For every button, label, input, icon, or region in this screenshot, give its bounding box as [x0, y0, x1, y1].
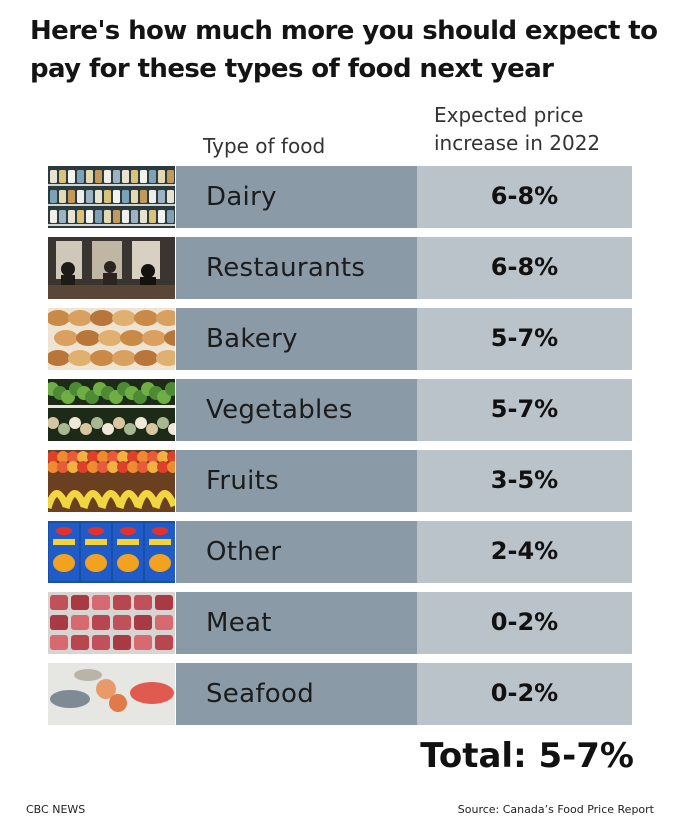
price-increase-value: 0-2% — [490, 679, 559, 707]
table-row: Seafood 0-2% — [48, 663, 632, 725]
food-type-label: Dairy — [206, 182, 277, 212]
price-increase-value: 6-8% — [490, 253, 559, 281]
food-type-cell: Restaurants — [176, 237, 459, 299]
food-type-cell: Seafood — [176, 663, 459, 725]
price-increase-value: 0-2% — [490, 608, 559, 636]
fruit-display-image — [48, 450, 175, 512]
table-row: Dairy 6-8% — [48, 166, 632, 228]
table-row: Meat 0-2% — [48, 592, 632, 654]
food-type-cell: Dairy — [176, 166, 459, 228]
column-header-type: Type of food — [203, 134, 326, 158]
table-row: Restaurants 6-8% — [48, 237, 632, 299]
price-increase-cell: 0-2% — [417, 663, 632, 725]
price-increase-value: 5-7% — [490, 395, 559, 423]
food-type-label: Bakery — [206, 324, 298, 354]
food-type-label: Meat — [206, 608, 272, 638]
chart-title: Here's how much more you should expect t… — [30, 16, 658, 84]
food-type-label: Seafood — [206, 679, 315, 709]
price-increase-cell: 3-5% — [417, 450, 632, 512]
food-type-cell: Meat — [176, 592, 459, 654]
restaurant-interior-image — [48, 237, 175, 299]
food-type-label: Vegetables — [206, 395, 353, 425]
price-increase-cell: 2-4% — [417, 521, 632, 583]
vegetable-display-image — [48, 379, 175, 441]
food-type-cell: Bakery — [176, 308, 459, 370]
table-row: Fruits 3-5% — [48, 450, 632, 512]
table-row: Bakery 5-7% — [48, 308, 632, 370]
food-type-label: Restaurants — [206, 253, 366, 283]
food-type-cell: Other — [176, 521, 459, 583]
food-type-label: Other — [206, 537, 282, 567]
macaroni-and-cheese-boxes-image — [48, 521, 175, 583]
footer-brand: CBC NEWS — [26, 803, 86, 816]
total-label: Total: 5-7% — [420, 736, 634, 776]
footer-source: Source: Canada’s Food Price Report — [457, 803, 654, 816]
food-type-cell: Fruits — [176, 450, 459, 512]
price-increase-value: 5-7% — [490, 324, 559, 352]
food-type-label: Fruits — [206, 466, 279, 496]
seafood-display-image — [48, 663, 175, 725]
price-increase-cell: 6-8% — [417, 237, 632, 299]
price-increase-cell: 5-7% — [417, 308, 632, 370]
dairy-shelf-image — [48, 166, 175, 228]
price-increase-value: 2-4% — [490, 537, 559, 565]
food-type-cell: Vegetables — [176, 379, 459, 441]
table-row: Vegetables 5-7% — [48, 379, 632, 441]
column-header-increase: Expected price increase in 2022 — [434, 103, 601, 155]
table-row: Other 2-4% — [48, 521, 632, 583]
meat-counter-image — [48, 592, 175, 654]
bakery-pastries-image — [48, 308, 175, 370]
price-increase-value: 6-8% — [490, 182, 559, 210]
price-increase-cell: 6-8% — [417, 166, 632, 228]
price-increase-cell: 0-2% — [417, 592, 632, 654]
price-increase-cell: 5-7% — [417, 379, 632, 441]
price-increase-value: 3-5% — [490, 466, 559, 494]
